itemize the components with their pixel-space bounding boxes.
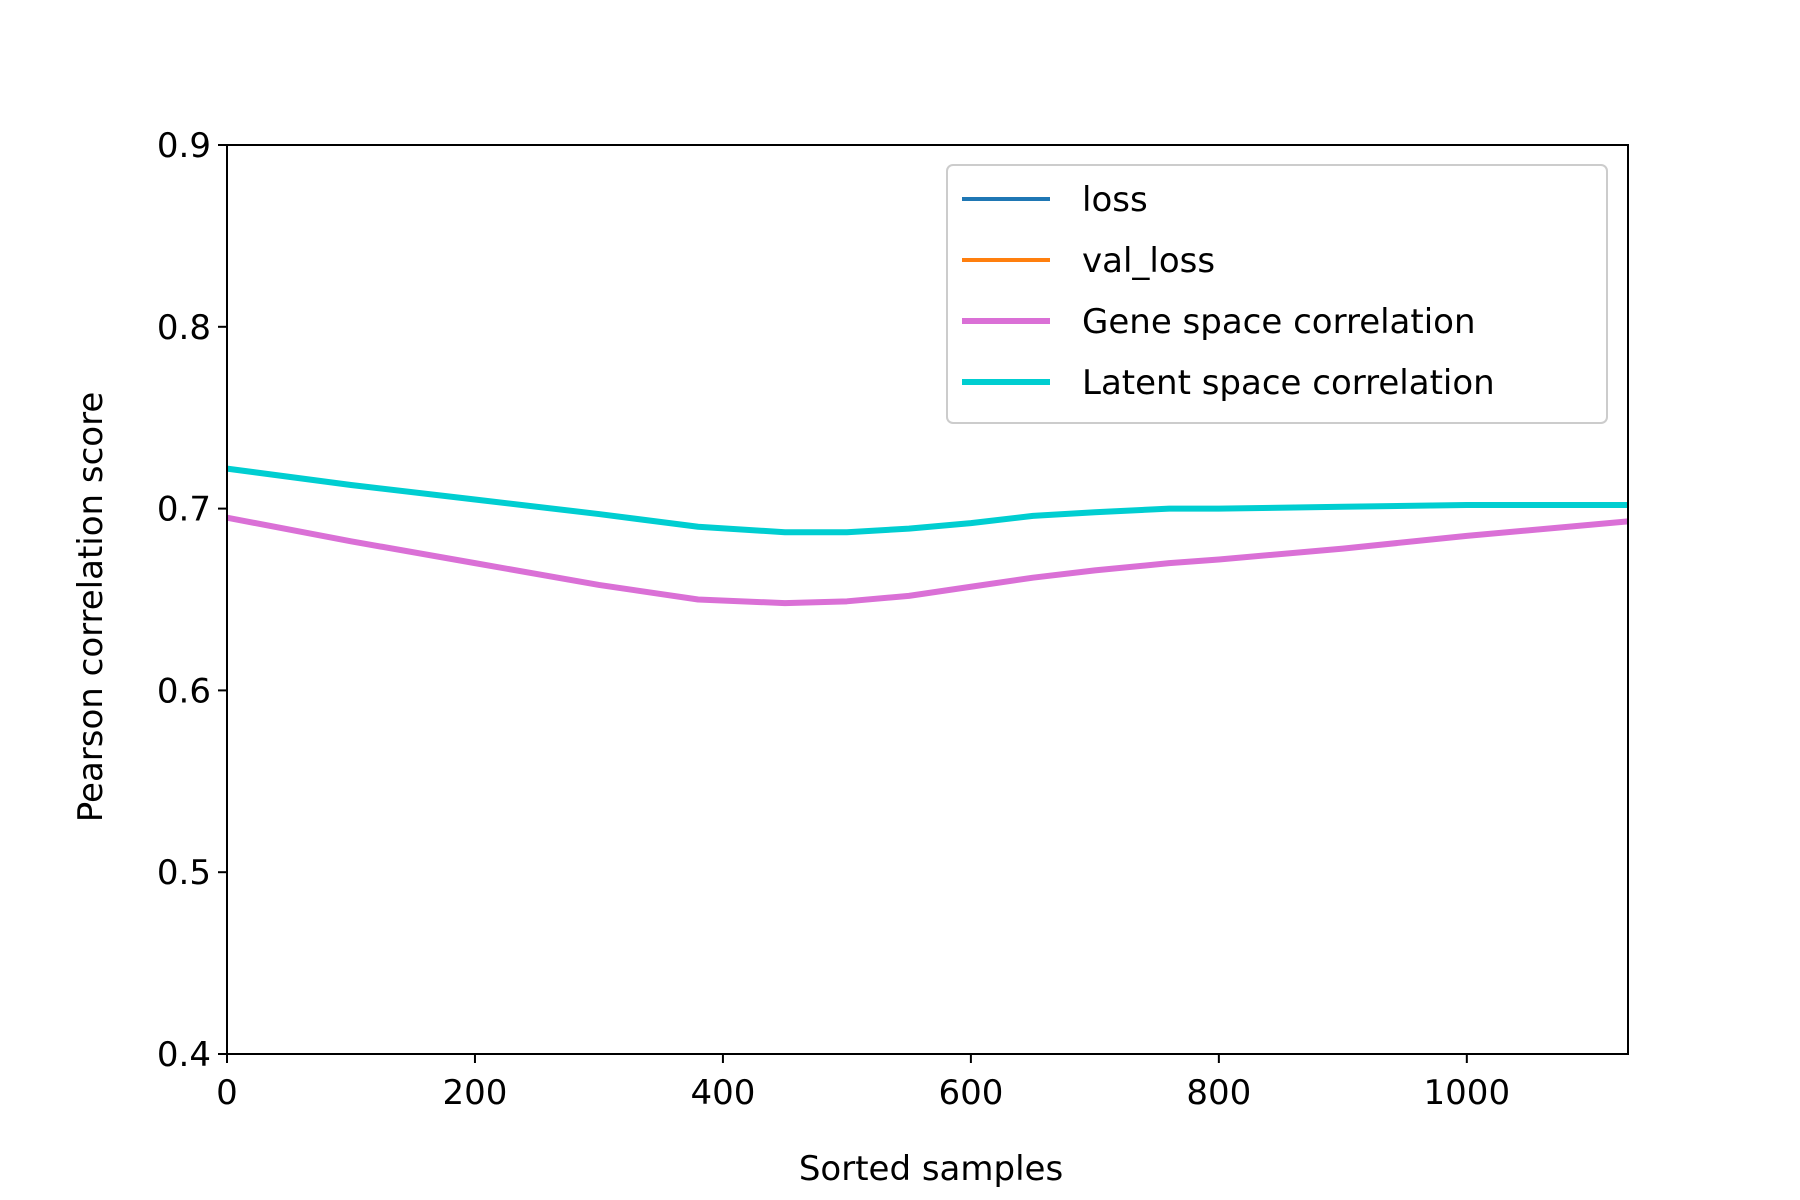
x-tick-label: 800 bbox=[1186, 1073, 1251, 1113]
x-tick-label: 1000 bbox=[1424, 1073, 1511, 1113]
x-axis-label: Sorted samples bbox=[799, 1149, 1063, 1189]
plot-frame bbox=[226, 144, 1629, 1055]
y-tick-label: 0.7 bbox=[157, 490, 211, 530]
series-layer bbox=[226, 465, 1629, 607]
y-tick-label: 0.6 bbox=[157, 671, 211, 711]
legend-label-1: val_loss bbox=[1082, 241, 1215, 281]
x-tick-label: 600 bbox=[938, 1073, 1003, 1113]
x-tick-label: 400 bbox=[690, 1073, 755, 1113]
ticks-layer: 0 200 400 600 800 1000 0.4 0.5 0.6 0.7 0.8 0.9 bbox=[157, 126, 1510, 1113]
x-tick-label: 0 bbox=[216, 1073, 238, 1113]
y-tick-label: 0.9 bbox=[157, 126, 211, 166]
legend-box bbox=[946, 164, 1608, 424]
y-tick-label: 0.8 bbox=[157, 308, 211, 348]
legend-label-2: Gene space correlation bbox=[1082, 302, 1476, 342]
legend-label-3: Latent space correlation bbox=[1082, 363, 1495, 403]
x-tick-label: 200 bbox=[443, 1073, 508, 1113]
series-line-3 bbox=[226, 465, 1628, 536]
y-tick-label: 0.4 bbox=[157, 1035, 211, 1075]
y-axis-label: Pearson correlation score bbox=[71, 392, 111, 823]
y-tick-label: 0.5 bbox=[157, 853, 211, 893]
legend: loss val_loss Gene space correlation Latent… bbox=[946, 164, 1608, 424]
series-line-2 bbox=[226, 514, 1629, 607]
legend-label-0: loss bbox=[1082, 180, 1148, 220]
